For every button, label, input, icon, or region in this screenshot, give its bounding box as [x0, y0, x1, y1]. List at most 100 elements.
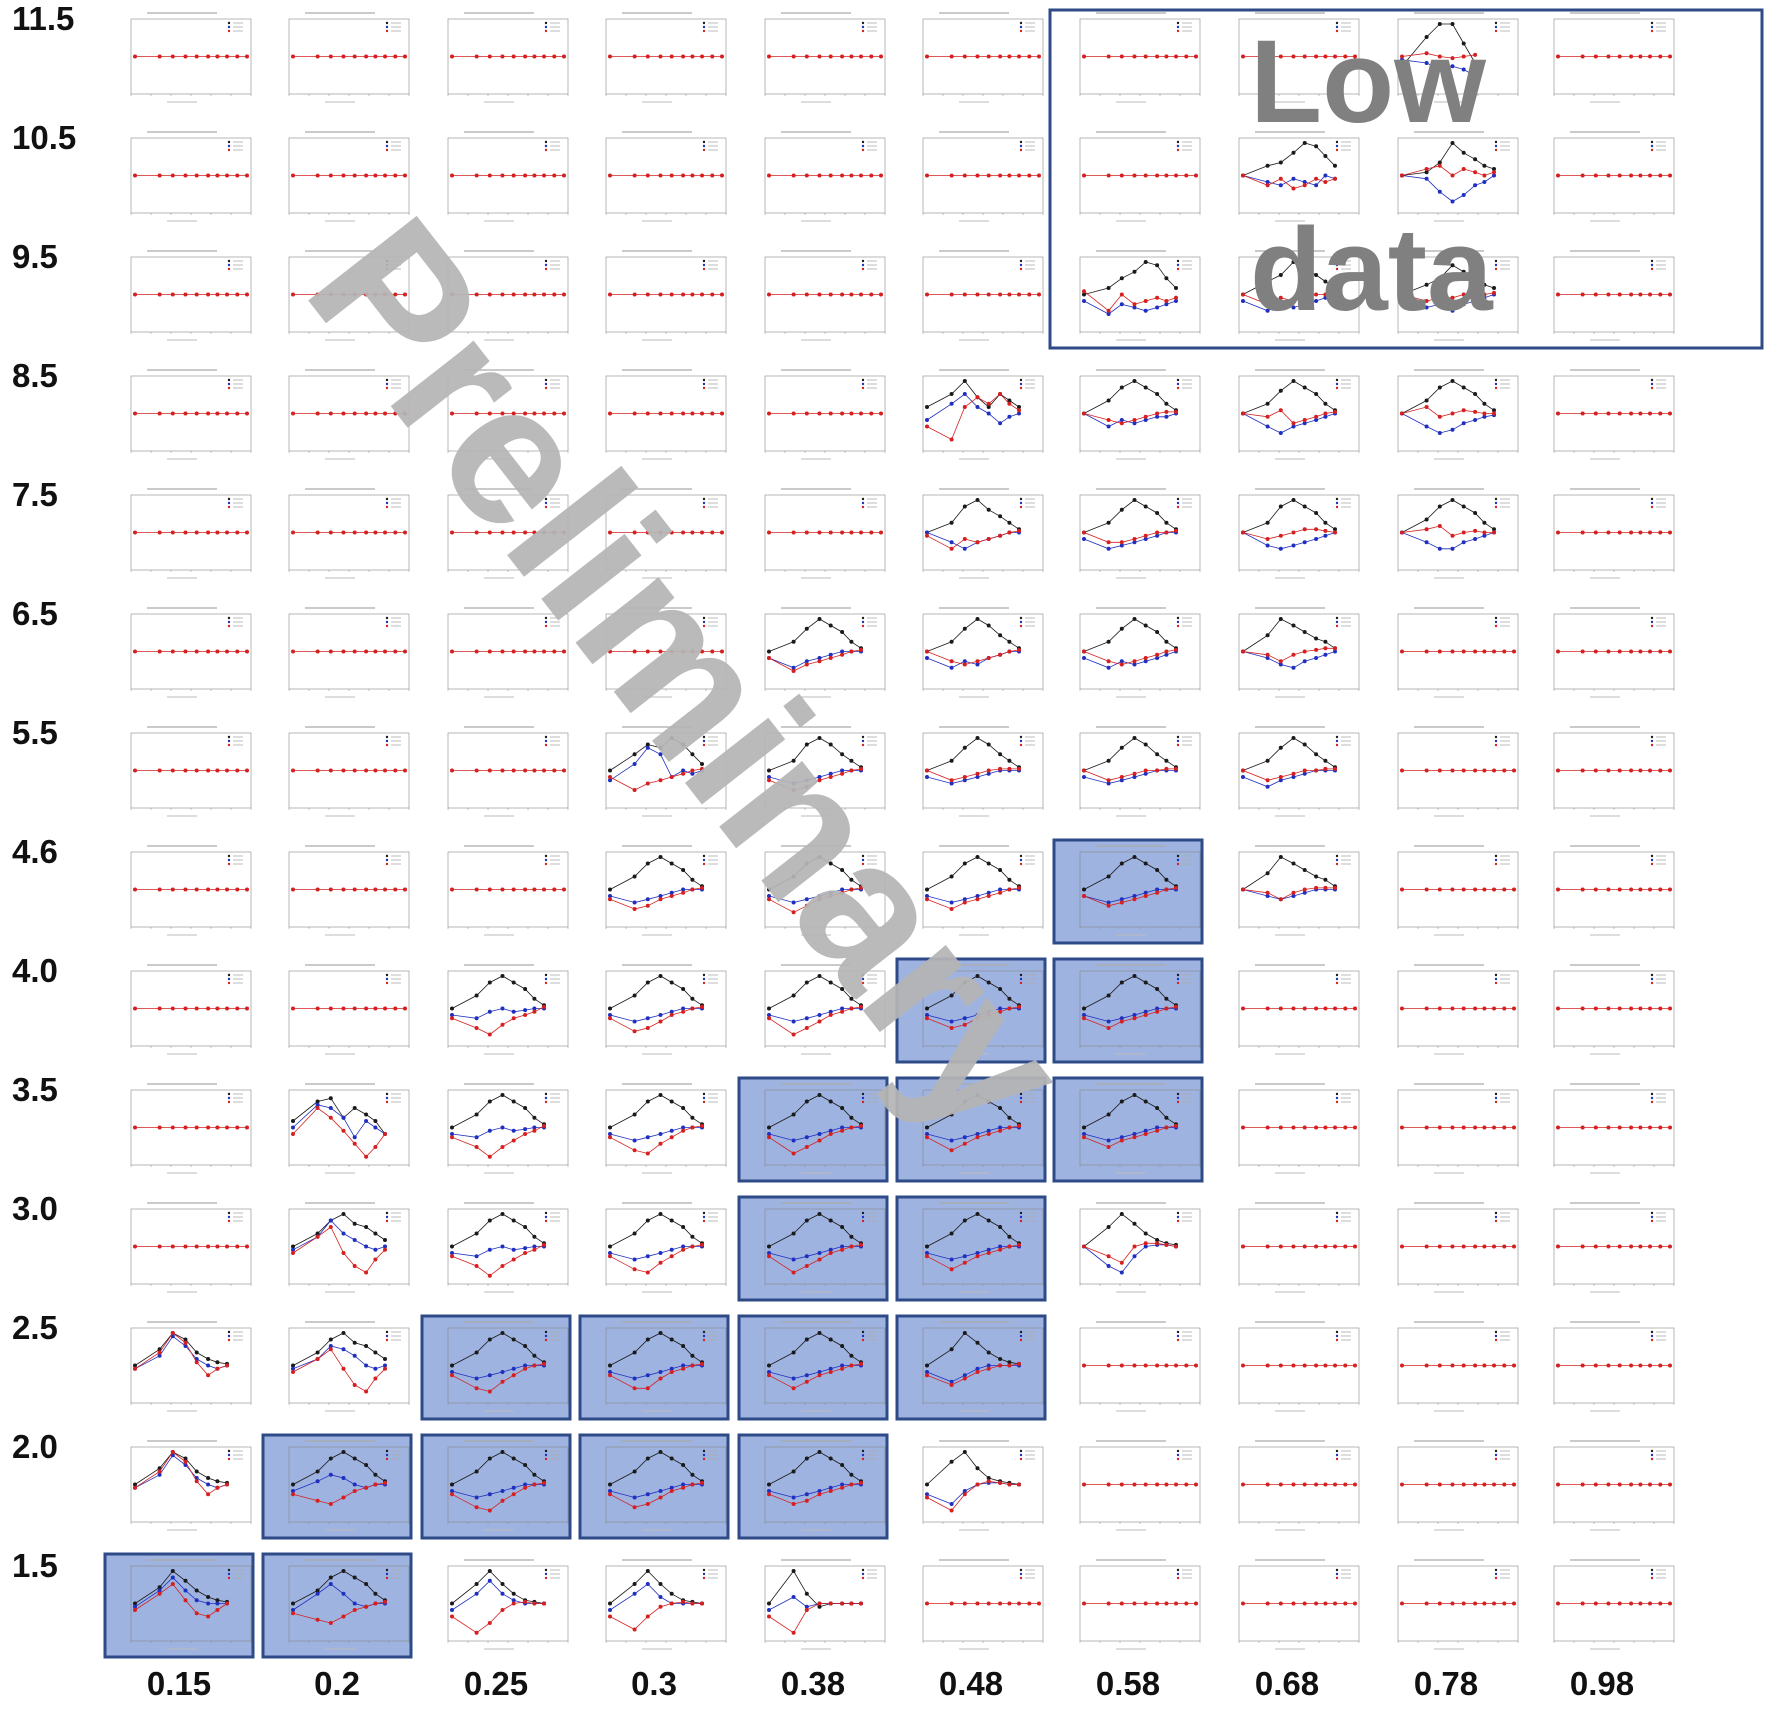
highlight-box: [103, 1552, 255, 1659]
series-red-point-0: [1082, 1016, 1086, 1021]
series-red-point-0: [608, 649, 612, 654]
series-red-point-8: [1658, 1244, 1663, 1249]
legend-marker-blue: [1335, 858, 1339, 862]
series-red-point-3: [341, 411, 346, 416]
series-red-point-0: [1241, 1125, 1245, 1130]
legend-marker-black: [1335, 378, 1339, 382]
series-black-point-0: [608, 1363, 612, 1368]
series-red-point-0: [1556, 1482, 1560, 1487]
legend-marker-blue: [1019, 1572, 1023, 1576]
series-black-line: [451, 1332, 545, 1366]
series-red-point-9: [403, 411, 407, 416]
legend-marker-red: [544, 148, 548, 152]
series-blue-point-1: [949, 540, 954, 545]
series-red-point-0: [767, 1254, 771, 1259]
panel-legend: [1650, 21, 1666, 33]
series-red-point-9: [1512, 1244, 1516, 1249]
series-red-point-8: [1027, 292, 1032, 297]
series-blue-point-3: [658, 1132, 663, 1136]
series-black-point-6: [1164, 276, 1169, 281]
series-blue-point-3: [341, 1591, 346, 1596]
series-red-point-1: [632, 173, 637, 178]
series-red-point-2: [1278, 1482, 1283, 1487]
series-red-point-6: [215, 1006, 220, 1011]
series-blue-point-4: [1302, 540, 1307, 545]
series-red-point-9: [1353, 1244, 1357, 1249]
series-red-point-5: [1314, 1125, 1319, 1130]
legend-marker-red: [385, 1576, 389, 1580]
series-red-point-6: [373, 1482, 378, 1487]
series-blue-point-0: [608, 1251, 612, 1255]
series-black-point-2: [962, 504, 967, 509]
series-blue-point-3: [1132, 1132, 1137, 1136]
legend-marker-red: [861, 981, 865, 985]
legend-marker-black: [861, 854, 865, 858]
panel-r5-c5: [922, 607, 1044, 698]
series-red-point-1: [474, 292, 479, 297]
panel-r2-c8: [1397, 250, 1519, 341]
series-black-point-5: [523, 1106, 528, 1110]
series-blue-point-4: [1302, 180, 1307, 184]
series-red-point-2: [487, 173, 492, 178]
series-black-point-5: [681, 742, 686, 747]
panel-legend: [1494, 735, 1510, 747]
series-blue-point-1: [632, 900, 637, 905]
series-black-point-1: [949, 392, 954, 396]
series-red-point-2: [645, 54, 650, 59]
series-red-point-9: [1512, 1482, 1516, 1487]
legend-marker-blue: [1494, 382, 1498, 386]
series-red-point-7: [225, 530, 230, 535]
series-red-point-7: [700, 411, 705, 416]
series-red-point-1: [157, 1591, 162, 1596]
series-red-point-0: [450, 649, 454, 654]
legend-marker-red: [702, 1338, 706, 1342]
series-red-point-6: [1638, 1244, 1643, 1249]
series-black-line: [768, 1094, 862, 1128]
series-red-point-6: [849, 411, 854, 416]
series-red-point-9: [403, 292, 407, 297]
series-blue-point-6: [1323, 414, 1328, 419]
series-red-point-6: [1638, 54, 1643, 59]
series-red-point-2: [645, 1026, 650, 1030]
series-red-point-6: [1164, 1242, 1169, 1247]
legend-marker-black: [1650, 973, 1654, 977]
series-red-point-5: [364, 1485, 369, 1490]
panel-legend: [544, 616, 560, 628]
series-red-point-3: [975, 1135, 980, 1140]
series-red-point-0: [1241, 411, 1245, 416]
series-red-point-2: [1593, 411, 1598, 416]
series-black-point-5: [364, 1582, 369, 1586]
series-black-point-7: [1174, 286, 1178, 290]
series-red-point-8: [869, 530, 874, 535]
legend-marker-blue: [1650, 739, 1654, 743]
series-red-point-3: [341, 649, 346, 654]
series-red-point-7: [859, 411, 864, 416]
series-red-point-8: [1658, 54, 1663, 59]
series-red-point-2: [1278, 659, 1283, 664]
legend-marker-red: [385, 505, 389, 509]
series-black-point-1: [1265, 401, 1270, 406]
panel-axes: [922, 613, 1044, 690]
series-red-point-0: [133, 1125, 137, 1130]
panel-legend: [385, 973, 401, 985]
series-red-point-9: [1353, 54, 1357, 59]
series-black-point-6: [1164, 1115, 1169, 1120]
series-red-point-0: [767, 1373, 771, 1378]
legend-marker-blue: [385, 501, 389, 505]
series-black-line: [1083, 856, 1177, 890]
series-red-point-7: [859, 1123, 863, 1128]
series-black-point-2: [804, 1337, 809, 1342]
highlight-box: [1052, 838, 1204, 945]
panel-r11-c3: [578, 1314, 730, 1421]
legend-marker-blue: [544, 25, 548, 29]
series-red-point-7: [700, 173, 705, 178]
series-blue-point-1: [474, 1135, 479, 1140]
series-red-point-7: [859, 885, 863, 890]
legend-marker-red: [227, 1338, 231, 1342]
series-blue-point-4: [352, 1601, 357, 1606]
series-red-point-6: [532, 1009, 537, 1014]
series-black-point-2: [1119, 276, 1124, 281]
series-red-point-0: [1556, 530, 1560, 535]
series-red-point-4: [352, 1608, 357, 1612]
series-red-point-3: [1606, 1482, 1611, 1487]
